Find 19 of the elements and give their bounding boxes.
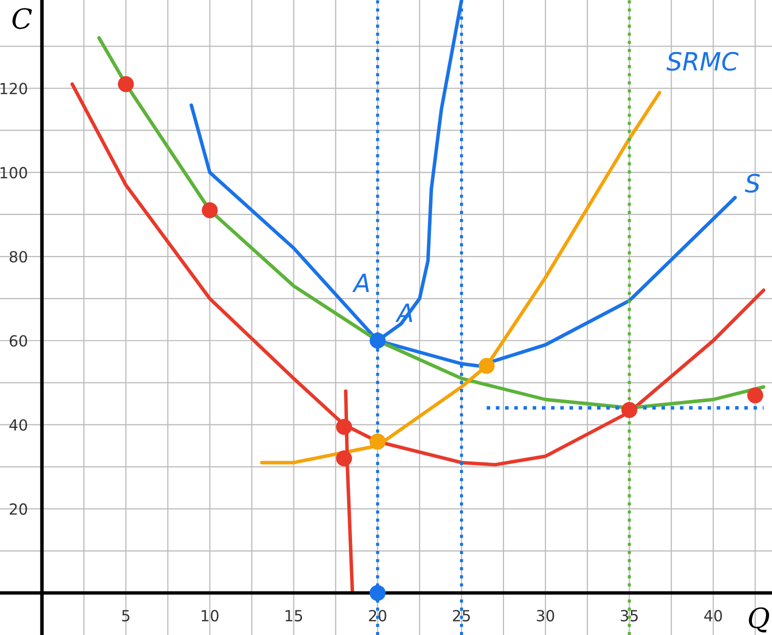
y-tick-label: 100 <box>0 166 28 178</box>
annotation: A <box>352 274 369 292</box>
x-tick-label: 20 <box>369 610 386 622</box>
y-tick-label: 20 <box>10 503 28 515</box>
y-tick-label: 40 <box>9 419 28 431</box>
x-tick-label: 15 <box>286 610 302 622</box>
x-tick-label: 40 <box>704 610 722 622</box>
x-tick-label: 35 <box>620 610 638 622</box>
x-tick-label: 10 <box>202 610 218 622</box>
annotation: SRMC <box>666 52 739 71</box>
y-tick-label: 120 <box>0 82 28 94</box>
y-tick-label: 60 <box>10 335 28 347</box>
x-axis-title: Q <box>748 607 770 632</box>
y-axis-title: C <box>12 8 32 30</box>
annotation: S <box>744 174 760 193</box>
x-tick-label: 5 <box>122 610 130 622</box>
x-tick-label: 30 <box>536 610 554 622</box>
y-tick-label: 80 <box>10 250 28 263</box>
x-tick-label: 25 <box>452 610 470 622</box>
